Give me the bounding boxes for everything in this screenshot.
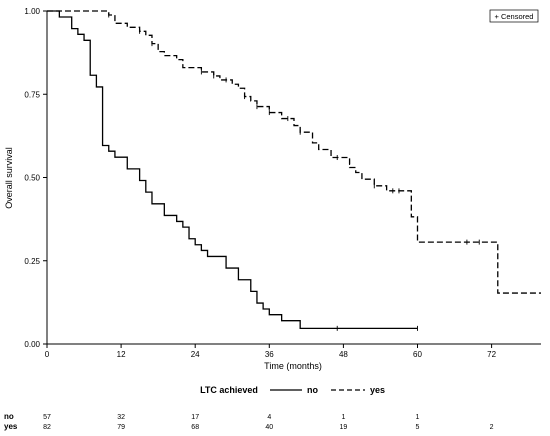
risk-count-yes: 68 [191, 424, 199, 431]
y-tick-label: 0.00 [24, 340, 40, 349]
risk-row-label-no: no [4, 412, 14, 421]
x-tick-label: 24 [191, 350, 200, 359]
censored-legend-box: + Censored [489, 9, 539, 23]
km-curve-no [47, 10, 418, 329]
risk-count-yes: 2 [490, 424, 494, 431]
risk-count-yes: 40 [265, 424, 273, 431]
risk-count-no: 17 [191, 414, 199, 421]
risk-table: no 57 32 17 4 1 1 yes 82 79 68 40 19 5 2 [4, 412, 494, 431]
km-curve-yes [47, 10, 541, 294]
axes: 0 12 24 36 48 60 72 0.00 0.25 0.50 0.75 1.00 [24, 7, 541, 359]
y-axis-title: Overall survival [4, 147, 14, 209]
x-tick-label: 36 [265, 350, 274, 359]
risk-count-no: 32 [117, 414, 125, 421]
risk-count-no: 1 [416, 414, 420, 421]
risk-count-no: 1 [341, 414, 345, 421]
y-tick-label: 1.00 [24, 7, 40, 16]
x-axis-title: Time (months) [264, 361, 322, 371]
legend-label-yes: yes [370, 385, 385, 395]
x-tick-label: 48 [339, 350, 348, 359]
x-tick-label: 60 [413, 350, 422, 359]
legend-title: LTC achieved [200, 385, 258, 395]
risk-count-yes: 5 [416, 424, 420, 431]
x-tick-label: 72 [487, 350, 496, 359]
risk-count-no: 4 [267, 414, 271, 421]
x-tick-label: 12 [117, 350, 126, 359]
legend-label-no: no [307, 385, 318, 395]
legend: LTC achieved no yes [200, 385, 385, 395]
y-tick-label: 0.75 [24, 90, 40, 99]
censored-legend-text: + Censored [495, 12, 534, 21]
risk-row-label-yes: yes [4, 422, 18, 431]
risk-count-yes: 79 [117, 424, 125, 431]
risk-count-no: 57 [43, 414, 51, 421]
x-tick-label: 0 [45, 350, 50, 359]
risk-count-yes: 19 [340, 424, 348, 431]
risk-count-yes: 82 [43, 424, 51, 431]
y-tick-label: 0.25 [24, 257, 40, 266]
survival-curves [47, 10, 541, 331]
y-tick-label: 0.50 [24, 174, 40, 183]
